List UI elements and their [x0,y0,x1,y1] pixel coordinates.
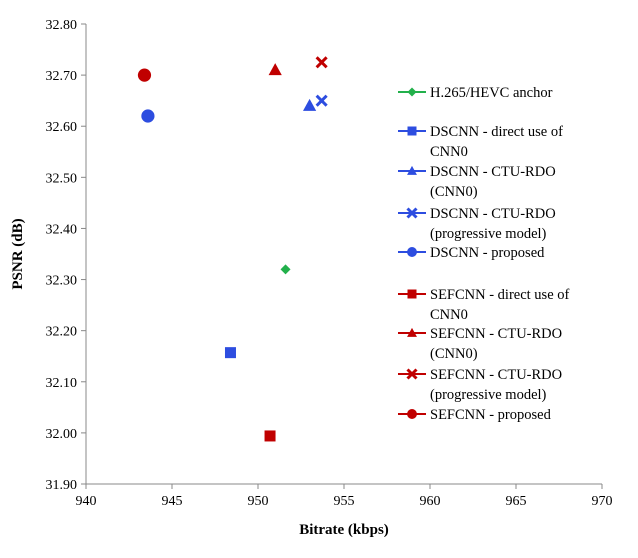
legend-label: SEFCNN - CTU-RDO [430,367,562,383]
legend-entry: SEFCNN - CTU-RDO (progressive model) [398,367,562,403]
legend-marker-square [407,289,417,299]
legend-label: SEFCNN - CTU-RDO [430,326,562,342]
y-tick-label: 31.90 [46,478,78,493]
x-tick-label: 965 [506,494,527,509]
y-axis-ticks: 31.90 32.00 32.10 32.20 32.30 32.40 32.50 32.60… [46,18,86,493]
y-tick-label: 32.60 [46,120,78,135]
x-tick-label: 940 [76,494,97,509]
y-tick-label: 32.50 [46,171,78,186]
data-point-x [315,56,328,69]
legend-entry: DSCNN - CTU-RDO (progressive model) [398,206,556,242]
data-point-circle [141,109,155,123]
legend-marker-square [407,126,417,136]
legend-entry: DSCNN - CTU-RDO (CNN0) [398,164,556,200]
y-tick-label: 32.30 [46,274,78,289]
legend-entry: SEFCNN - CTU-RDO (CNN0) [398,326,562,362]
data-point-diamond [280,264,291,275]
legend-label: DSCNN - direct use of [430,124,563,140]
legend-marker-triangle [407,165,417,175]
data-point-triangle [268,63,282,76]
legend-entry: DSCNN - direct use of CNN0 [398,124,563,160]
legend-marker-x [406,207,418,219]
legend-label: H.265/HEVC anchor [430,85,553,101]
y-tick-label: 32.20 [46,325,78,340]
legend-label: SEFCNN - direct use of [430,287,570,303]
data-points [137,56,328,442]
x-tick-label: 945 [162,494,183,509]
y-tick-label: 32.00 [46,427,78,442]
x-axis-label: Bitrate (kbps) [299,522,389,538]
y-axis-label: PSNR (dB) [10,218,26,289]
legend-label: DSCNN - CTU-RDO [430,164,556,180]
data-point-square [224,347,236,359]
x-tick-label: 960 [420,494,441,509]
legend-label: (CNN0) [430,346,478,362]
data-point-x [315,94,328,107]
data-point-triangle [303,98,317,111]
legend-label: DSCNN - proposed [430,245,545,261]
legend-marker-circle [407,409,417,419]
y-tick-label: 32.10 [46,376,78,391]
y-tick-label: 32.40 [46,222,78,237]
y-tick-label: 32.70 [46,69,78,84]
legend-label: DSCNN - CTU-RDO [430,206,556,222]
legend: H.265/HEVC anchor DSCNN - direct use of CN… [398,85,570,423]
legend-marker-diamond [407,87,417,97]
legend-label: SEFCNN - proposed [430,407,552,423]
legend-entry: SEFCNN - direct use of CNN0 [398,287,570,323]
x-axis-ticks: 940 945 950 955 960 965 970 [76,484,613,509]
x-tick-label: 970 [592,494,613,509]
legend-marker-triangle [407,327,417,337]
legend-label: (progressive model) [430,387,547,403]
legend-label: CNN0 [430,144,468,160]
legend-entry: H.265/HEVC anchor [398,85,553,101]
legend-marker-x [406,368,418,380]
y-tick-label: 32.80 [46,18,78,33]
legend-label: CNN0 [430,307,468,323]
x-tick-label: 955 [334,494,355,509]
data-point-circle [137,68,152,82]
legend-label: (progressive model) [430,226,547,242]
data-point-square [264,430,276,442]
legend-marker-circle [407,247,417,257]
legend-label: (CNN0) [430,184,478,200]
legend-entry: SEFCNN - proposed [398,407,552,423]
legend-entry: DSCNN - proposed [398,245,545,261]
x-tick-label: 950 [248,494,269,509]
